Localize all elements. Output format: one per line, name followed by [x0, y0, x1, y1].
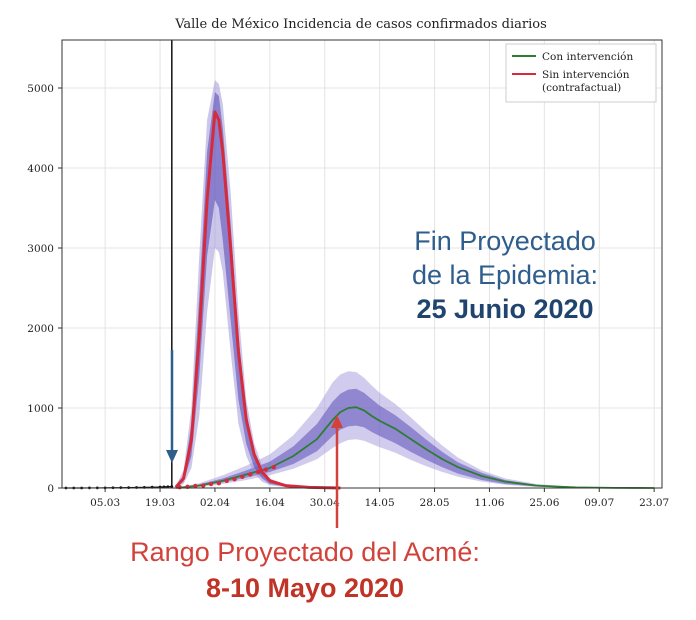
point-datos-observados: [263, 467, 269, 472]
point-datos-observados: [255, 469, 261, 475]
x-tick-label: 02.04: [200, 497, 230, 509]
y-tick-label: 1000: [27, 403, 54, 415]
point-datos-observados: [193, 483, 198, 489]
point-datos-observados: [216, 481, 222, 486]
x-tick-label: 25.06: [529, 497, 559, 509]
peak-range-annotation: Rango Proyectado del Acmé: 8-10 Mayo 202…: [60, 534, 550, 606]
point-datos-observados: [200, 483, 206, 488]
legend-label-sin-intervencion: Sin intervención: [542, 69, 630, 81]
red-arrow-head: [331, 415, 343, 428]
end-line1: Fin Proyectado: [414, 226, 596, 256]
point-datos-observados: [240, 474, 245, 479]
x-tick-label: 05.03: [90, 497, 120, 509]
y-tick-labels: 0 1000 2000 3000 4000 5000: [27, 83, 54, 495]
end-line2: de la Epidemia:: [411, 260, 599, 290]
line-con-intervencion: [175, 406, 655, 489]
y-tick-label: 4000: [27, 163, 54, 175]
point-datos-observados: [248, 472, 253, 477]
x-tick-label: 09.07: [584, 497, 614, 509]
x-tick-labels: 05.03 19.03 02.04 16.04 30.04 14.05 28.05 11.06…: [90, 497, 669, 509]
y-tick-label: 0: [47, 483, 54, 495]
band-inner-sin-intervencion: [175, 92, 341, 488]
peak-line1: Rango Proyectado del Acmé:: [130, 537, 480, 567]
x-tick-label: 16.04: [255, 497, 285, 509]
chart-title: Valle de México Incidencia de casos conf…: [174, 17, 547, 32]
band-inner-con-intervencion: [175, 388, 655, 488]
uncertainty-bands: [175, 80, 655, 488]
blue-arrow-head: [166, 450, 178, 463]
x-tick-label: 14.05: [365, 497, 395, 509]
annotation-arrows: [166, 350, 343, 528]
point-casos-confirmados: [166, 485, 170, 489]
line-sin-intervencion: [174, 110, 341, 490]
x-tick-label: 19.03: [145, 497, 175, 509]
epidemic-end-annotation: Fin Proyectado de la Epidemia: 25 Junio …: [380, 224, 630, 326]
y-tick-label: 2000: [27, 323, 54, 335]
end-date: 25 Junio 2020: [416, 294, 594, 324]
legend-label-con-intervencion: Con intervención: [542, 51, 633, 63]
point-datos-observados: [232, 477, 237, 482]
x-tick-label: 30.04: [310, 497, 340, 509]
point-datos-observados: [224, 478, 229, 483]
legend-label-sin-intervencion: (contrafactual): [542, 82, 621, 94]
point-datos-observados: [271, 465, 276, 470]
peak-date: 8-10 Mayo 2020: [205, 573, 405, 603]
plot-frame: [61, 39, 663, 489]
point-datos-observados: [208, 481, 214, 487]
point-datos-observados: [177, 485, 182, 490]
x-tick-label: 11.06: [474, 497, 504, 509]
x-tick-label: 23.07: [639, 497, 669, 509]
y-tick-label: 5000: [27, 83, 54, 95]
x-tick-label: 28.05: [420, 497, 450, 509]
y-tick-label: 3000: [27, 243, 54, 255]
legend: Con intervención Sin intervención(contraf…: [505, 43, 657, 103]
